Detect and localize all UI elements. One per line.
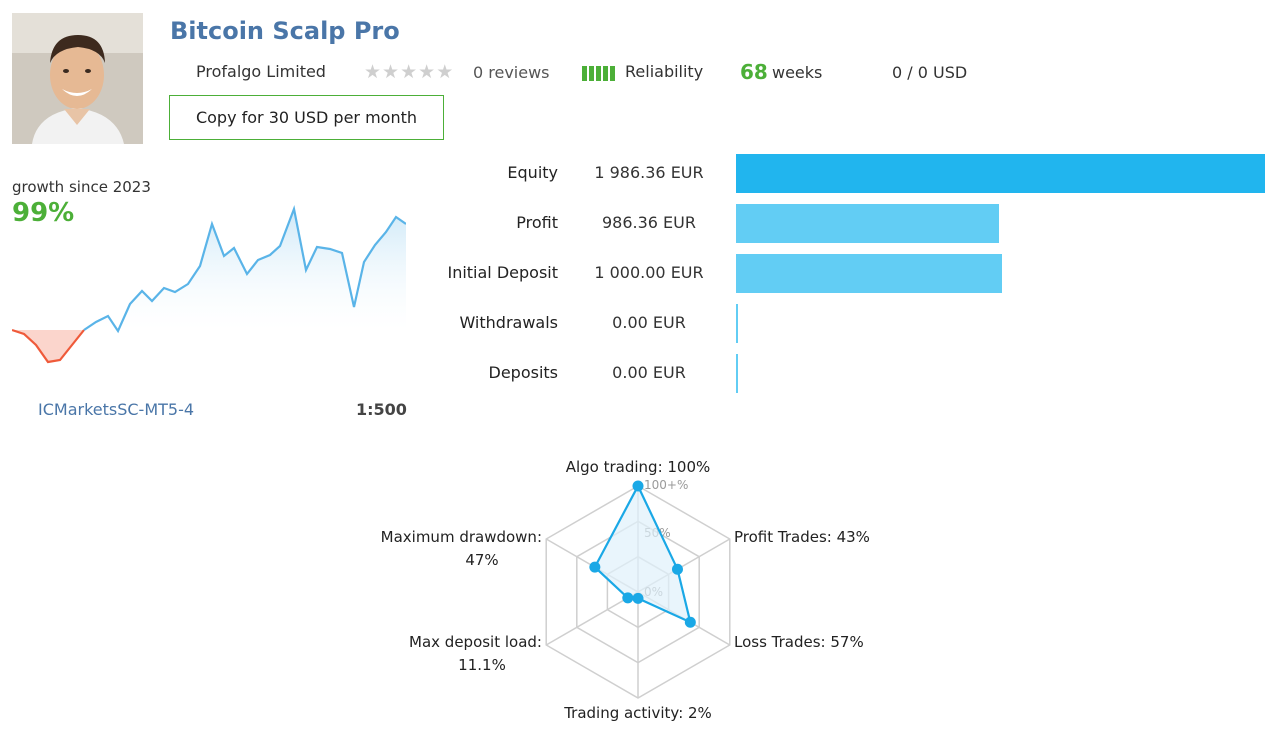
growth-label: growth since 2023 [12, 178, 151, 196]
growth-line [83, 205, 406, 334]
radar-axis-label: Maximum drawdown: [381, 528, 542, 546]
stat-value-profit: 986.36 EUR [601, 213, 696, 232]
stat-value-equity: 1 986.36 EUR [594, 163, 704, 182]
copy-subscribe-button[interactable]: Copy for 30 USD per month [169, 95, 444, 140]
radar-chart: 100+%50%0%Algo trading: 100%Profit Trade… [381, 458, 870, 722]
bar-deposits[interactable] [736, 354, 738, 393]
rating-stars: ★ ★ ★ ★ ★ [364, 62, 453, 82]
avatar-image [12, 13, 143, 144]
server-link[interactable]: ICMarketsSC-MT5-4 [38, 400, 195, 419]
stat-value-initial-deposit: 1 000.00 EUR [594, 263, 704, 282]
bar-profit[interactable] [736, 204, 999, 243]
stat-label-initial-deposit: Initial Deposit [447, 263, 558, 282]
radar-point [632, 480, 644, 492]
stat-label-profit: Profit [516, 213, 558, 232]
star-icon: ★ [436, 61, 454, 83]
radar-point [671, 563, 683, 575]
radar-point [622, 592, 634, 604]
star-icon: ★ [418, 61, 436, 83]
radar-point [684, 616, 696, 628]
radar-axis-label: Algo trading: 100% [566, 458, 711, 476]
stat-value-deposits: 0.00 EUR [612, 363, 686, 382]
radar-point [632, 592, 644, 604]
weeks-value: 68 [740, 60, 768, 84]
growth-sparkline[interactable] [12, 200, 406, 370]
radar-axis-label: Profit Trades: 43% [734, 528, 870, 546]
star-icon: ★ [400, 61, 418, 83]
drawdown-area [12, 330, 84, 362]
weeks-label: weeks [772, 63, 823, 82]
reliability-label: Reliability [625, 62, 704, 81]
radar-scale-label: 100+% [644, 478, 688, 492]
growth-value: 99% [12, 198, 75, 228]
radar-axis-value: 47% [465, 551, 498, 569]
bar-equity[interactable] [736, 154, 1265, 193]
radar-axis-value: 11.1% [458, 656, 506, 674]
stat-value-withdrawals: 0.00 EUR [612, 313, 686, 332]
radar-axis-label: Trading activity: 2% [563, 704, 712, 722]
stat-label-equity: Equity [507, 163, 558, 182]
star-icon: ★ [382, 61, 400, 83]
radar-axis-label: Max deposit load: [409, 633, 542, 651]
drawdown-line [12, 328, 85, 364]
stat-label-deposits: Deposits [488, 363, 559, 382]
stat-label-withdrawals: Withdrawals [459, 313, 558, 332]
bar-withdrawals[interactable] [736, 304, 738, 343]
radar-grid-spoke [545, 591, 639, 646]
star-icon: ★ [364, 61, 382, 83]
radar-point [589, 561, 601, 573]
bar-initial-deposit[interactable] [736, 254, 1002, 293]
subscribers-usd: 0 / 0 USD [892, 63, 968, 82]
reviews-link[interactable]: 0 reviews [473, 63, 550, 82]
reliability-bars-icon [582, 66, 615, 81]
seller-name[interactable]: Profalgo Limited [196, 62, 326, 81]
avatar[interactable] [12, 13, 143, 144]
page-title[interactable]: Bitcoin Scalp Pro [170, 17, 400, 45]
radar-axis-label: Loss Trades: 57% [734, 633, 864, 651]
leverage-value: 1:500 [356, 400, 407, 419]
radar-series [593, 483, 692, 625]
